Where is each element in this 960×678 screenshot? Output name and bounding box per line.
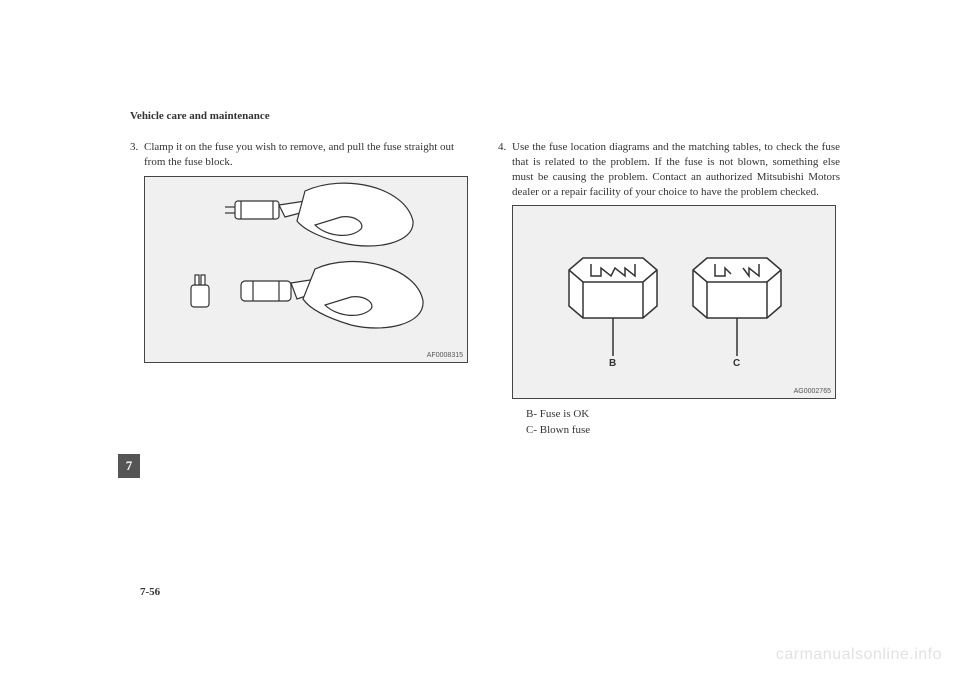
step-4: 4. Use the fuse location diagrams and th… [498, 140, 840, 199]
figure-id: AF0008315 [427, 352, 463, 359]
legend-b: B- Fuse is OK [526, 407, 840, 422]
right-column: 4. Use the fuse location diagrams and th… [498, 140, 840, 438]
figure-left: AF0008315 [144, 176, 468, 363]
page-number: 7-56 [140, 586, 160, 598]
step-text: Clamp it on the fuse you wish to remove,… [144, 140, 472, 170]
chapter-tab: 7 [118, 454, 140, 478]
figure-id: AG0002765 [794, 388, 831, 395]
watermark: carmanualsonline.info [776, 646, 942, 664]
fuse-ok-label: B [609, 358, 616, 369]
step-number: 3. [130, 140, 144, 170]
step-number: 4. [498, 140, 512, 199]
step-text: Use the fuse location diagrams and the m… [512, 140, 840, 199]
legend-c: C- Blown fuse [526, 423, 840, 438]
column-layout: 3. Clamp it on the fuse you wish to remo… [130, 140, 840, 438]
figure-right: B C AG0002765 [512, 205, 836, 399]
figure-legend: B- Fuse is OK C- Blown fuse [526, 407, 840, 438]
page-content: Vehicle care and maintenance 3. Clamp it… [130, 110, 840, 438]
section-header: Vehicle care and maintenance [130, 110, 840, 122]
fuse-compare-illustration [513, 206, 835, 398]
fuse-pull-illustration [145, 177, 467, 362]
left-column: 3. Clamp it on the fuse you wish to remo… [130, 140, 472, 438]
fuse-blown-label: C [733, 358, 740, 369]
step-3: 3. Clamp it on the fuse you wish to remo… [130, 140, 472, 170]
